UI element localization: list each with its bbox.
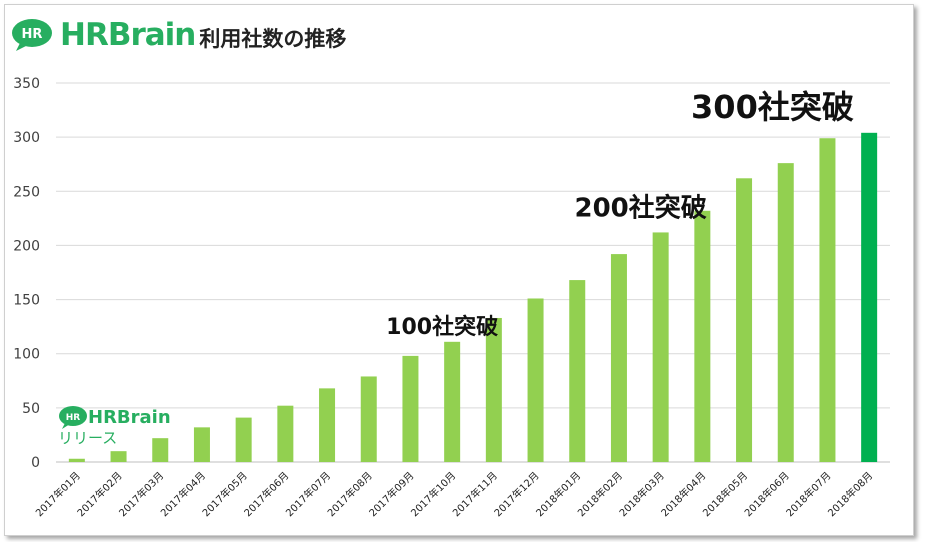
bar bbox=[360, 376, 377, 462]
bar bbox=[610, 254, 627, 462]
logo-text: HRBrain bbox=[60, 17, 196, 53]
y-tick-label: 0 bbox=[31, 455, 40, 471]
y-tick-label: 300 bbox=[13, 130, 40, 146]
bar bbox=[110, 451, 127, 462]
chart-title: 利用社数の推移 bbox=[199, 27, 347, 51]
release-logo-text: HRBrain bbox=[88, 406, 171, 428]
bar bbox=[444, 341, 461, 462]
bar bbox=[569, 280, 586, 462]
bar bbox=[193, 427, 210, 462]
x-tick-label: 2018年08月 bbox=[825, 469, 875, 519]
bar bbox=[485, 317, 502, 462]
hrbrain-logo-icon: HR bbox=[10, 17, 54, 53]
bar bbox=[319, 388, 336, 462]
bar bbox=[527, 298, 544, 462]
release-badge-text: HR bbox=[66, 413, 81, 423]
release-marker: HR HRBrain リリース bbox=[58, 405, 171, 448]
bar bbox=[277, 405, 294, 462]
y-tick-label: 200 bbox=[13, 238, 40, 254]
annotation-label: 100社突破 bbox=[386, 314, 498, 340]
bar bbox=[777, 163, 794, 463]
chart-header: HR HRBrain 利用社数の推移 bbox=[10, 12, 346, 58]
bar bbox=[861, 132, 878, 462]
y-tick-label: 150 bbox=[13, 293, 40, 309]
logo-badge-text: HR bbox=[22, 27, 43, 42]
bar bbox=[652, 232, 669, 462]
bar bbox=[694, 210, 711, 462]
annotation-label: 200社突破 bbox=[575, 192, 707, 223]
bar bbox=[819, 138, 836, 462]
y-tick-label: 50 bbox=[22, 401, 40, 417]
release-logo-icon: HR bbox=[59, 406, 87, 429]
bar bbox=[68, 458, 85, 462]
y-tick-label: 250 bbox=[13, 184, 40, 200]
bar bbox=[235, 417, 252, 462]
y-tick-label: 100 bbox=[13, 347, 40, 363]
bar bbox=[152, 438, 169, 462]
release-label: リリース bbox=[58, 429, 118, 447]
bar bbox=[402, 355, 419, 462]
bar bbox=[736, 178, 753, 462]
annotation-label: 300社突破 bbox=[691, 88, 854, 126]
y-tick-label: 350 bbox=[13, 76, 40, 92]
